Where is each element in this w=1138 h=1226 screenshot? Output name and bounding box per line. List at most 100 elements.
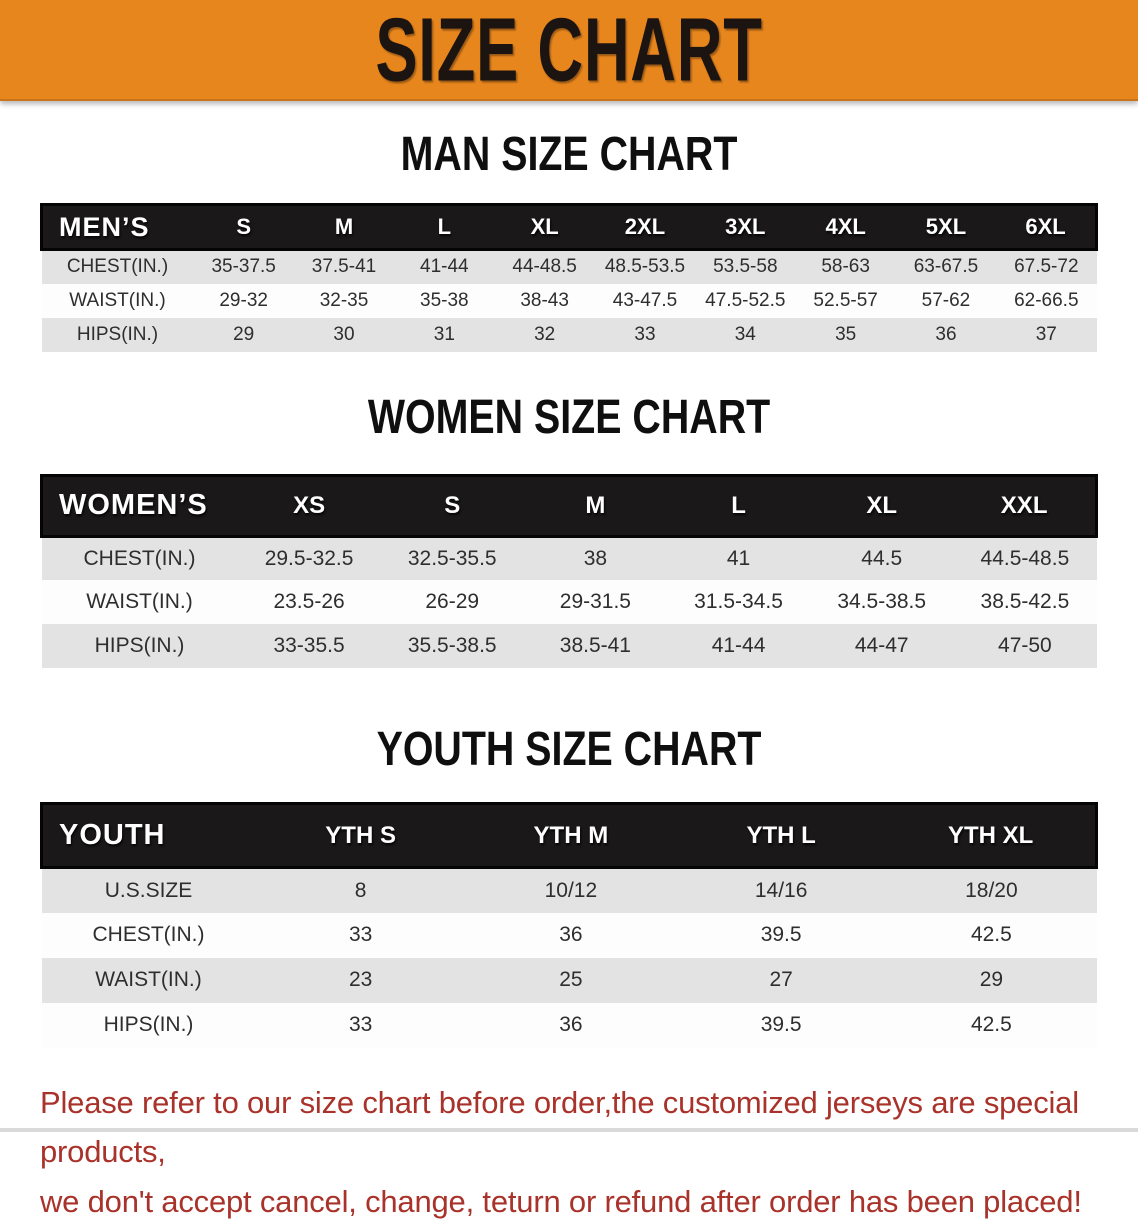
size-value-cell: 42.5 [886, 913, 1096, 958]
size-value-cell: 57-62 [896, 284, 996, 318]
size-value-cell: 27 [676, 958, 886, 1003]
column-header-xl: XL [494, 205, 594, 250]
size-value-cell: 26-29 [381, 580, 524, 624]
row-label: WAIST(IN.) [42, 958, 256, 1003]
size-value-cell: 38.5-41 [524, 624, 667, 668]
size-value-cell: 36 [466, 913, 676, 958]
size-value-cell: 35-37.5 [194, 250, 294, 284]
size-value-cell: 32-35 [294, 284, 394, 318]
row-label: HIPS(IN.) [42, 624, 238, 668]
size-value-cell: 48.5-53.5 [595, 250, 695, 284]
column-header-yth-s: YTH S [256, 804, 466, 868]
disclaimer: Please refer to our size chart before or… [40, 1078, 1138, 1226]
men-section-heading: MAN SIZE CHART [102, 131, 1035, 179]
column-header-3xl: 3XL [695, 205, 795, 250]
size-value-cell: 29 [886, 958, 1096, 1003]
size-value-cell: 42.5 [886, 1003, 1096, 1048]
column-header-2xl: 2XL [595, 205, 695, 250]
size-value-cell: 18/20 [886, 868, 1096, 913]
disclaimer-line-1: Please refer to our size chart before or… [40, 1078, 1138, 1177]
size-value-cell: 37.5-41 [294, 250, 394, 284]
men-table-title: MEN’S [42, 205, 194, 250]
size-value-cell: 39.5 [676, 1003, 886, 1048]
size-value-cell: 29-32 [194, 284, 294, 318]
size-value-cell: 29-31.5 [524, 580, 667, 624]
column-header-yth-m: YTH M [466, 804, 676, 868]
size-value-cell: 44.5-48.5 [953, 536, 1096, 580]
size-value-cell: 53.5-58 [695, 250, 795, 284]
size-value-cell: 38-43 [494, 284, 594, 318]
size-value-cell: 47.5-52.5 [695, 284, 795, 318]
disclaimer-line-2: we don't accept cancel, change, teturn o… [40, 1177, 1138, 1226]
column-header-5xl: 5XL [896, 205, 996, 250]
column-header-m: M [294, 205, 394, 250]
column-header-m: M [524, 475, 667, 536]
size-value-cell: 38 [524, 536, 667, 580]
column-header-xs: XS [238, 475, 381, 536]
size-value-cell: 35-38 [394, 284, 494, 318]
size-value-cell: 47-50 [953, 624, 1096, 668]
size-value-cell: 43-47.5 [595, 284, 695, 318]
size-value-cell: 30 [294, 318, 394, 352]
row-label: HIPS(IN.) [42, 1003, 256, 1048]
size-value-cell: 41 [667, 536, 810, 580]
column-header-s: S [194, 205, 294, 250]
size-value-cell: 33 [595, 318, 695, 352]
size-value-cell: 44.5 [810, 536, 953, 580]
column-header-xxl: XXL [953, 475, 1096, 536]
size-value-cell: 14/16 [676, 868, 886, 913]
row-label: HIPS(IN.) [42, 318, 194, 352]
size-value-cell: 29.5-32.5 [238, 536, 381, 580]
column-header-s: S [381, 475, 524, 536]
row-label: CHEST(IN.) [42, 536, 238, 580]
size-value-cell: 62-66.5 [996, 284, 1096, 318]
column-header-l: L [667, 475, 810, 536]
size-value-cell: 33 [256, 913, 466, 958]
size-value-cell: 29 [194, 318, 294, 352]
column-header-yth-xl: YTH XL [886, 804, 1096, 868]
size-value-cell: 52.5-57 [795, 284, 895, 318]
size-value-cell: 33 [256, 1003, 466, 1048]
row-label: WAIST(IN.) [42, 580, 238, 624]
size-value-cell: 31.5-34.5 [667, 580, 810, 624]
size-value-cell: 37 [996, 318, 1096, 352]
size-value-cell: 25 [466, 958, 676, 1003]
youth-table-title: YOUTH [42, 804, 256, 868]
size-value-cell: 32 [494, 318, 594, 352]
size-value-cell: 41-44 [394, 250, 494, 284]
size-value-cell: 63-67.5 [896, 250, 996, 284]
women-table-title: WOMEN’S [42, 475, 238, 536]
size-value-cell: 10/12 [466, 868, 676, 913]
size-value-cell: 34 [695, 318, 795, 352]
size-value-cell: 67.5-72 [996, 250, 1096, 284]
size-value-cell: 33-35.5 [238, 624, 381, 668]
size-value-cell: 38.5-42.5 [953, 580, 1096, 624]
size-value-cell: 41-44 [667, 624, 810, 668]
size-value-cell: 58-63 [795, 250, 895, 284]
size-value-cell: 36 [896, 318, 996, 352]
column-header-4xl: 4XL [795, 205, 895, 250]
banner-title: SIZE CHART [375, 5, 762, 95]
youth-section-heading: YOUTH SIZE CHART [102, 726, 1035, 774]
row-label: WAIST(IN.) [42, 284, 194, 318]
size-value-cell: 23 [256, 958, 466, 1003]
banner: SIZE CHART [0, 0, 1138, 101]
